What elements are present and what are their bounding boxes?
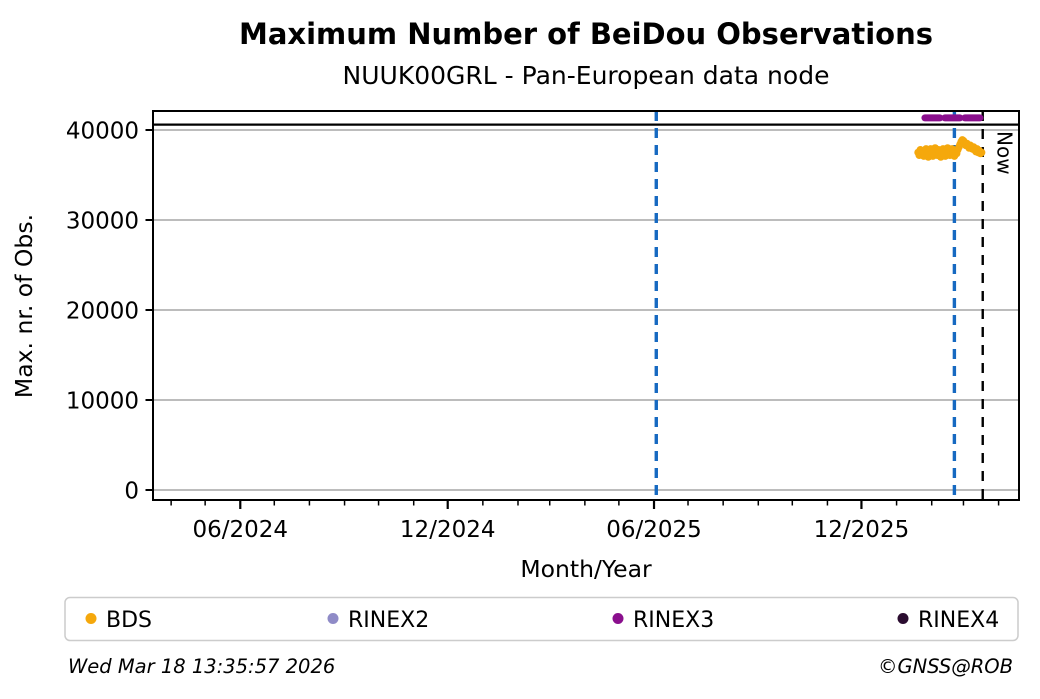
- legend-box: [64, 596, 1019, 642]
- plot-data: Now: [153, 111, 1019, 500]
- footer-timestamp: Wed Mar 18 13:35:57 2026: [68, 655, 335, 678]
- now-label: Now: [993, 131, 1017, 175]
- footer-copyright: ©GNSS@ROB: [878, 655, 1013, 678]
- plot-border: [152, 110, 1020, 501]
- legend-label-rinex3: RINEX3: [633, 608, 714, 633]
- series-points-bds: [914, 136, 986, 161]
- x-axis-label: Month/Year: [520, 555, 652, 583]
- y-tick-label-40000: 40000: [66, 118, 139, 144]
- y-tick-label-30000: 30000: [66, 208, 139, 234]
- legend: BDS RINEX2 RINEX3 RINEX4: [85, 608, 999, 633]
- legend-label-rinex4: RINEX4: [918, 608, 999, 633]
- y-axis-label: Max. nr. of Obs.: [10, 214, 38, 398]
- x-tick-label: 06/2024: [192, 517, 288, 543]
- legend-label-bds: BDS: [106, 608, 152, 633]
- legend-label-rinex2: RINEX2: [348, 608, 429, 633]
- y-tick-label-10000: 10000: [66, 389, 139, 415]
- legend-marker-rinex2: [327, 613, 339, 624]
- axis-ticks: 0 10000 20000 30000 40000 06/2024 12/2024 06/20…: [66, 118, 1000, 543]
- y-tick-label-0: 0: [124, 479, 139, 505]
- y-tick-label-20000: 20000: [66, 299, 139, 325]
- x-tick-label: 06/2025: [606, 517, 702, 543]
- legend-marker-rinex4: [897, 613, 909, 624]
- x-tick-label: 12/2024: [400, 517, 496, 543]
- x-tick-label: 12/2025: [814, 517, 910, 543]
- gridlines: [153, 129, 1019, 491]
- chart-subtitle: NUUK00GRL - Pan-European data node: [343, 61, 830, 90]
- legend-marker-rinex3: [612, 613, 624, 624]
- chart-title: Maximum Number of BeiDou Observations: [239, 17, 933, 51]
- legend-marker-bds: [85, 613, 97, 624]
